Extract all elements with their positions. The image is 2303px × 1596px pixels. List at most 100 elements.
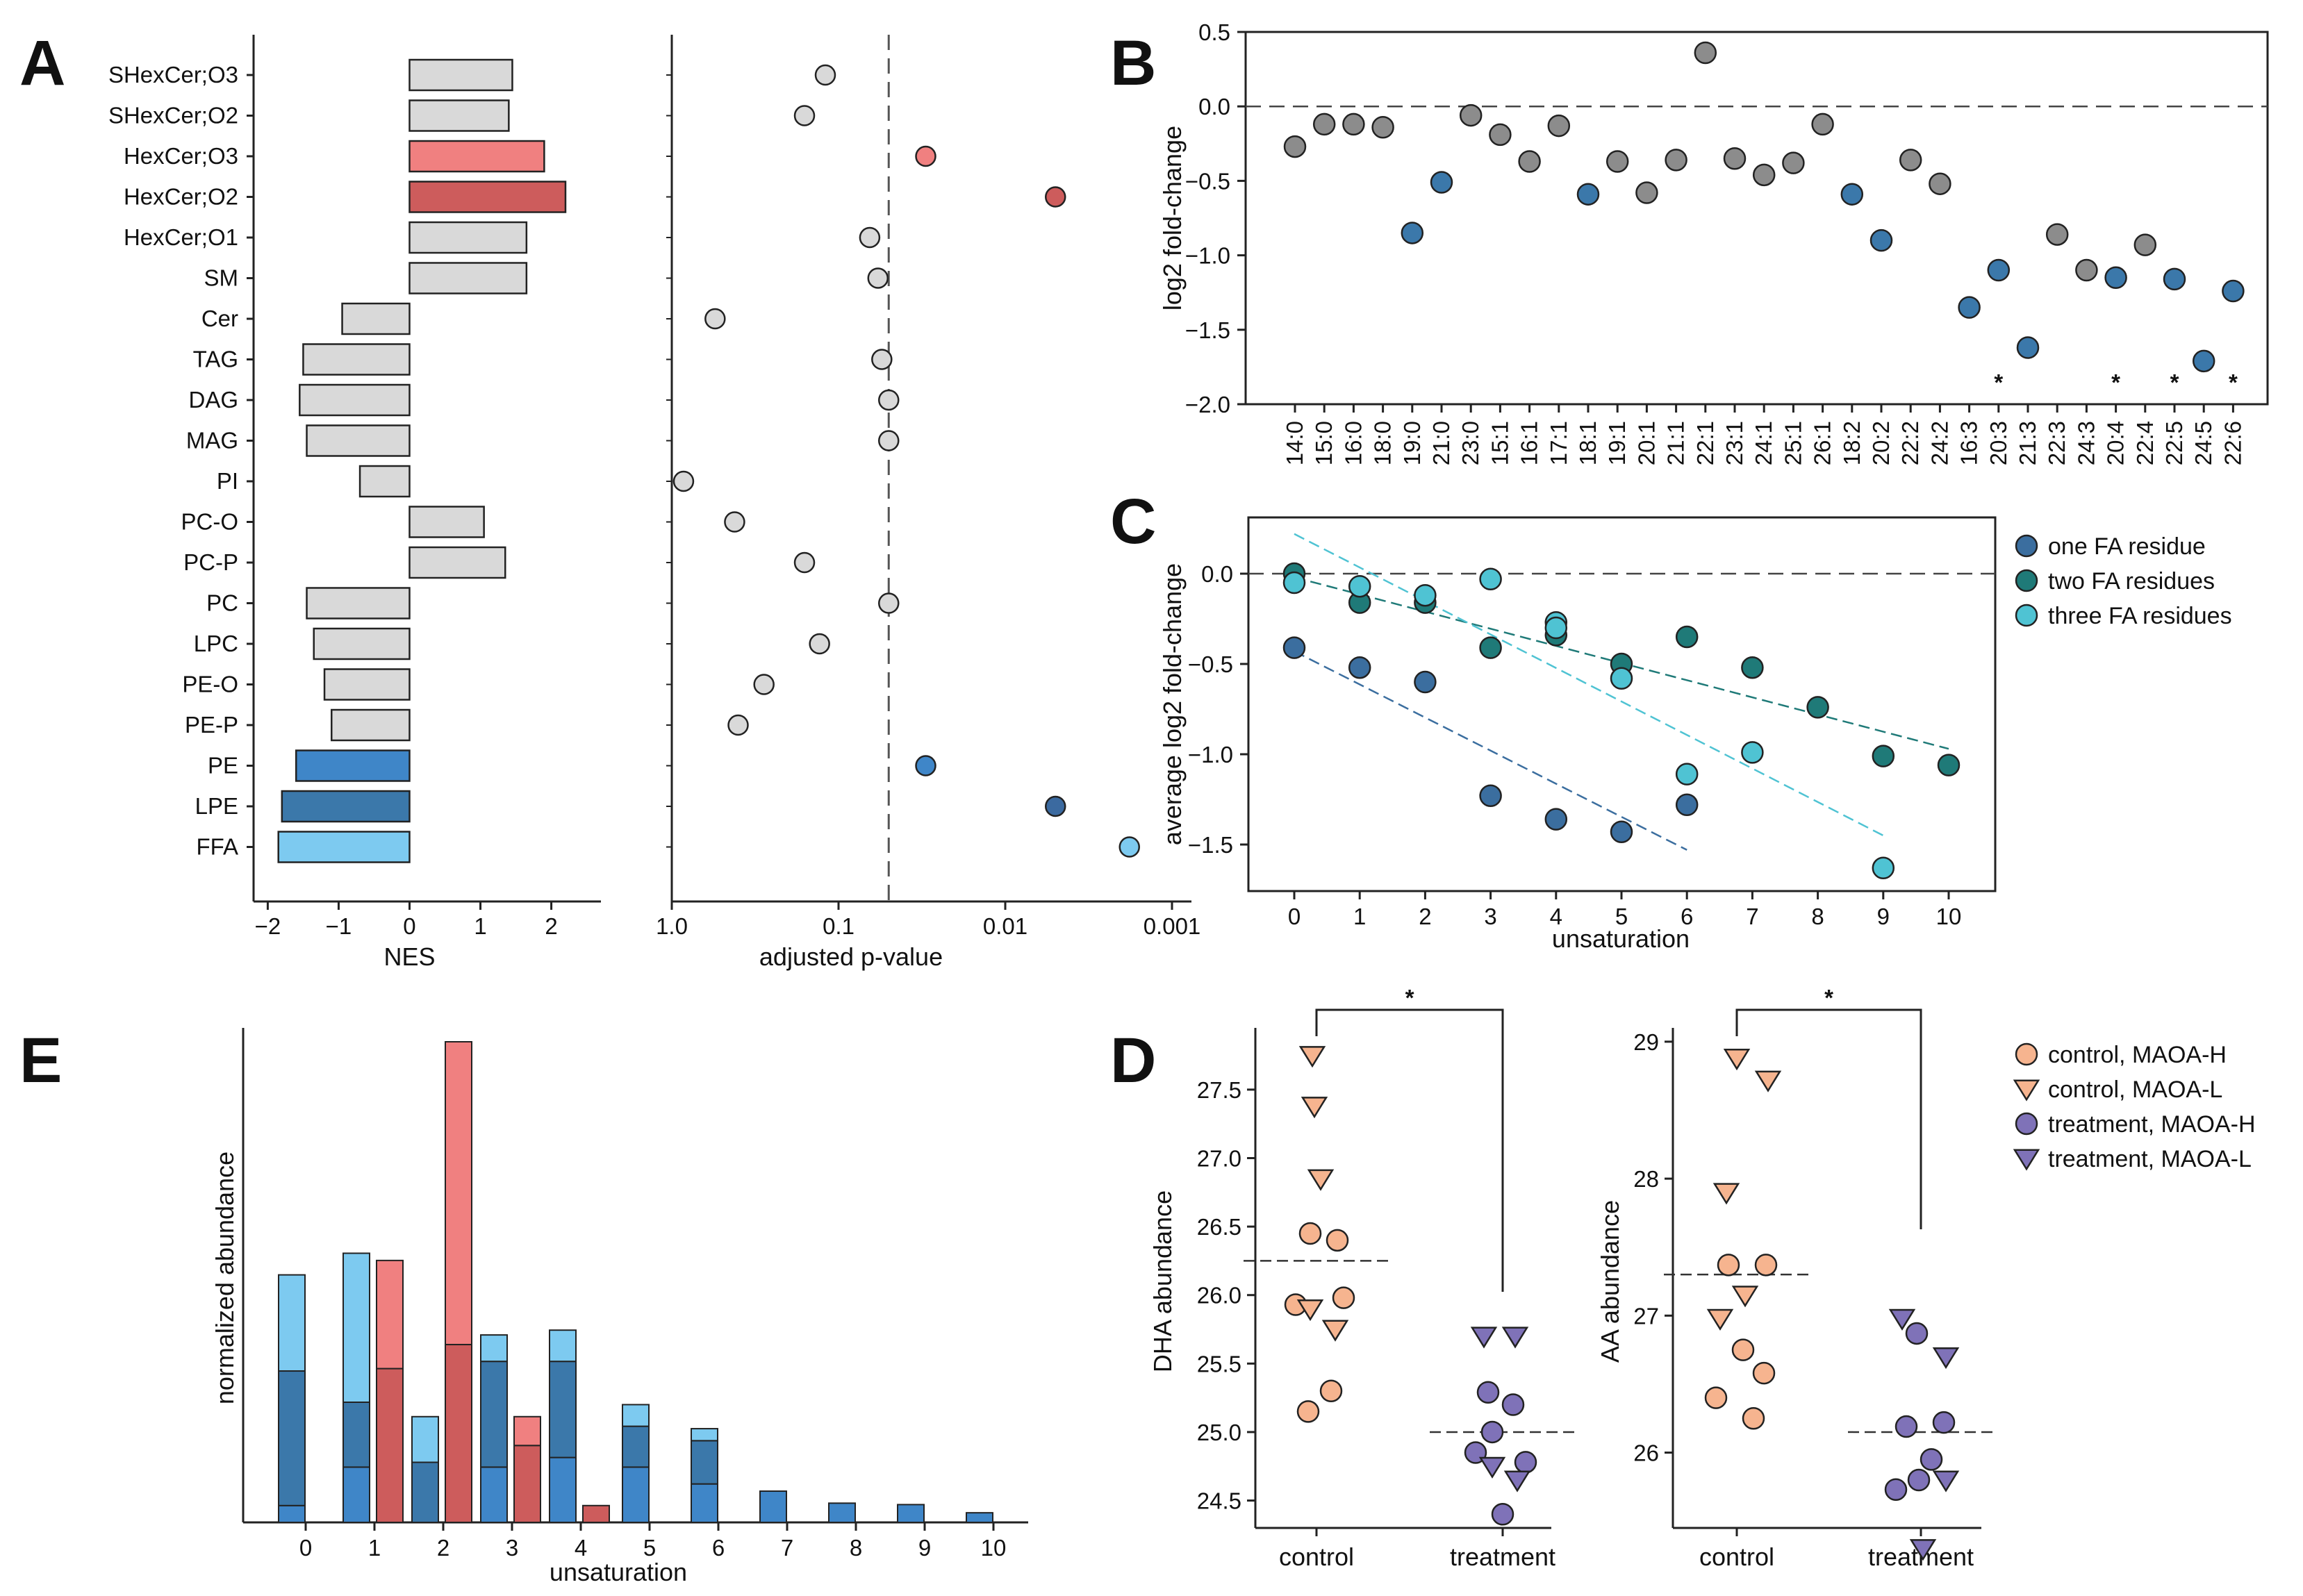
c-point-series-0: [1675, 793, 1699, 817]
b-xtick-label: 22:1: [1692, 421, 1718, 465]
nes-bar: [306, 424, 411, 457]
pvalue-point: [859, 226, 881, 249]
b-ytick-label: −1.5: [1185, 317, 1230, 343]
abundance-point-triangle: [1932, 1470, 1960, 1493]
fold-change-point: [2222, 279, 2245, 303]
c-point-series-1: [1675, 625, 1699, 649]
a-category-label: PC: [206, 590, 238, 616]
a-right-xtick-label: 0.1: [823, 913, 855, 939]
significance-star: *: [2170, 369, 2179, 395]
e-xtick-label: 0: [299, 1535, 312, 1561]
abundance-point-circle: [1907, 1468, 1931, 1492]
pvalue-point: [1119, 836, 1140, 858]
nes-bar: [408, 546, 506, 579]
d-legend-marker: [2015, 1042, 2038, 1066]
d-legend-label: control, MAOA-L: [2048, 1077, 2222, 1103]
a-category-label: FFA: [196, 834, 238, 860]
b-xtick-label: 24:5: [2190, 421, 2216, 465]
c-xtick-label: 10: [1936, 904, 1962, 929]
e-xtick-label: 2: [437, 1535, 449, 1561]
pvalue-point: [814, 64, 836, 86]
blue-bar-segment: [480, 1334, 508, 1363]
b-xtick-label: 20:2: [1868, 421, 1894, 465]
fold-change-point: [1283, 135, 1307, 158]
a-category-label: HexCer;O3: [124, 143, 238, 169]
abundance-point-circle: [1514, 1451, 1537, 1474]
e-xtick-label: 7: [781, 1535, 793, 1561]
blue-bar-segment: [278, 1370, 306, 1506]
pvalue-point: [867, 267, 889, 289]
blue-bar-segment: [411, 1461, 439, 1523]
d-ytick-label: 26: [1633, 1440, 1659, 1466]
a-category-label: DAG: [188, 387, 238, 413]
fold-change-point: [1606, 150, 1629, 173]
b-xtick-label: 15:0: [1311, 421, 1337, 465]
significance-star: *: [1824, 985, 1833, 1011]
e-xlabel: unsaturation: [550, 1558, 687, 1586]
c-ylabel: average log2 fold-change: [1158, 563, 1187, 845]
nes-bar: [295, 749, 411, 782]
b-ytick-label: −2.0: [1185, 392, 1230, 417]
significance-star: *: [2229, 369, 2238, 395]
pvalue-point: [877, 592, 900, 614]
abundance-point-circle: [1932, 1411, 1956, 1434]
c-point-series-0: [1544, 808, 1568, 831]
b-xtick-label: 16:1: [1517, 421, 1542, 465]
c-xlabel: unsaturation: [1552, 924, 1690, 953]
abundance-point-circle: [1332, 1286, 1355, 1309]
pvalue-point: [753, 674, 775, 695]
a-category-label: HexCer;O2: [124, 184, 238, 210]
c-point-series-2: [1282, 571, 1306, 595]
c-point-series-2: [1544, 616, 1568, 640]
b-xtick-label: 16:3: [1956, 421, 1982, 465]
abundance-point-triangle: [1503, 1470, 1531, 1493]
a-left-xtick-label: −1: [326, 913, 352, 939]
fold-change-point: [1694, 41, 1717, 65]
abundance-point-triangle: [1307, 1169, 1335, 1191]
abundance-point-triangle: [1321, 1320, 1349, 1342]
significance-star: *: [1994, 369, 2003, 395]
D-left-ylabel: DHA abundance: [1148, 1190, 1177, 1372]
nes-bar: [277, 831, 411, 863]
abundance-point-circle: [1717, 1254, 1740, 1277]
significance-bracket: [1315, 1008, 1504, 1292]
blue-bar-segment: [691, 1440, 718, 1485]
a-right-xtick-label: 0.001: [1144, 913, 1201, 939]
d-ytick-label: 26.0: [1197, 1283, 1241, 1308]
c-legend-label: three FA residues: [2048, 603, 2232, 629]
c-point-series-0: [1348, 656, 1371, 679]
b-xtick-label: 23:1: [1722, 421, 1747, 465]
fold-change-point: [2133, 233, 2157, 256]
b-xtick-label: 22:2: [1897, 421, 1923, 465]
a-left-xtick-label: 2: [545, 913, 557, 939]
d-ytick-label: 25.0: [1197, 1420, 1241, 1445]
fold-change-point: [2075, 258, 2098, 282]
c-ytick-label: −1.0: [1188, 742, 1233, 767]
b-xtick-label: 23:0: [1458, 421, 1483, 465]
abundance-point-triangle: [1296, 1299, 1324, 1322]
nes-bar: [306, 587, 411, 620]
c-legend-label: one FA residue: [2048, 533, 2206, 560]
a-category-label: SHexCer;O3: [108, 62, 238, 88]
abundance-point-triangle: [1298, 1046, 1326, 1068]
nes-bar: [281, 790, 411, 823]
blue-bar-segment: [691, 1483, 718, 1523]
abundance-point-circle: [1884, 1478, 1908, 1502]
e-xtick-label: 4: [575, 1535, 587, 1561]
nes-bar: [408, 58, 513, 92]
a-category-label: Cer: [201, 306, 238, 331]
fold-change-point: [1811, 113, 1834, 136]
d-xtick-label: treatment: [1450, 1543, 1555, 1571]
fold-change-point: [2104, 266, 2127, 290]
a-category-label: LPC: [194, 631, 238, 656]
nes-bar: [323, 668, 411, 701]
nes-bar: [341, 302, 411, 335]
pvalue-point: [877, 389, 900, 411]
a-right-xlabel: adjusted p-value: [759, 942, 943, 971]
abundance-point-circle: [1754, 1254, 1778, 1277]
fold-change-point: [2016, 336, 2040, 359]
d-legend-label: treatment, MAOA-H: [2048, 1111, 2256, 1138]
a-left-xtick-label: 0: [403, 913, 415, 939]
d-legend-label: control, MAOA-H: [2048, 1042, 2227, 1068]
c-legend-marker: [2015, 534, 2038, 558]
